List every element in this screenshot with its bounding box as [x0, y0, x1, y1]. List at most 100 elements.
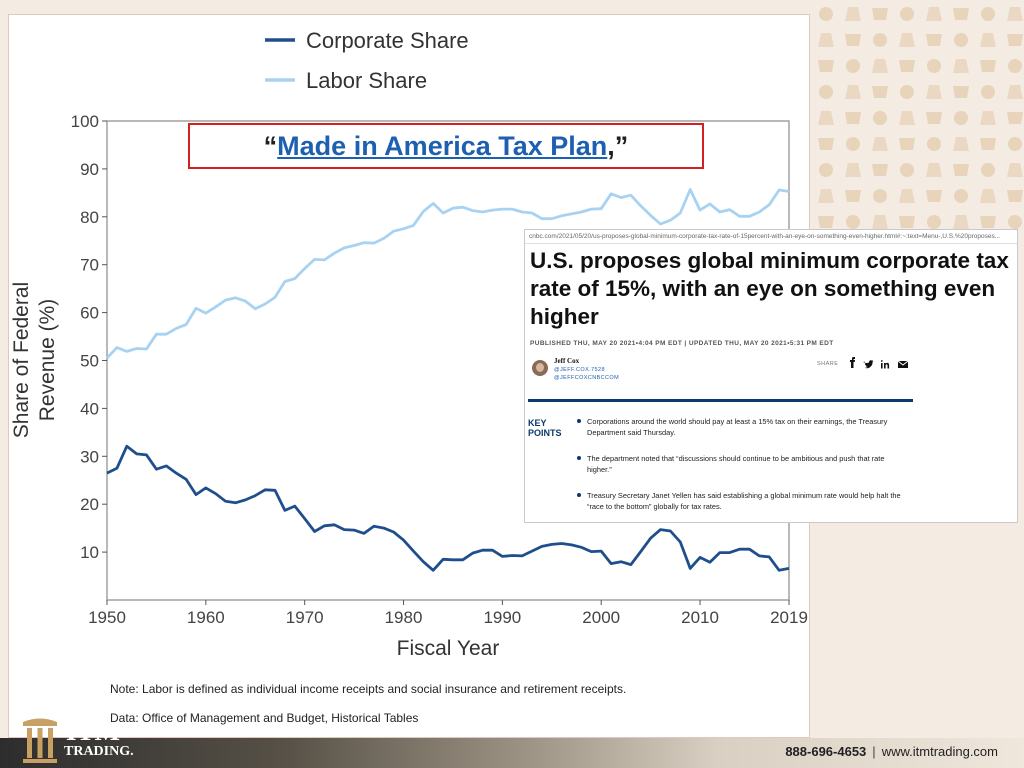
- pattern-bar: [953, 215, 969, 229]
- contact-separator: |: [872, 744, 876, 759]
- legend-label-corporate: Corporate Share: [306, 28, 469, 53]
- headline-close-quote: ,”: [607, 131, 629, 161]
- pattern-bar: [818, 33, 834, 47]
- pattern-dot: [819, 163, 833, 177]
- x-tick-label: 2010: [681, 608, 719, 627]
- author-name[interactable]: Jeff Cox: [554, 357, 580, 365]
- y-axis-ticks: 10 20 30 40 50 60 70 80 90 100: [71, 112, 107, 562]
- tax-plan-headline: “Made in America Tax Plan,”: [188, 123, 704, 169]
- pattern-bar: [980, 33, 996, 47]
- x-tick-label: 1980: [385, 608, 423, 627]
- y-tick-label: 60: [80, 304, 99, 323]
- pattern-dot: [981, 85, 995, 99]
- pattern-bar: [899, 216, 915, 228]
- y-tick-label: 30: [80, 447, 99, 466]
- pattern-bar: [926, 85, 942, 99]
- pattern-bar: [980, 60, 996, 72]
- author-handle-facebook[interactable]: @JEFF.COX.7528: [554, 367, 605, 373]
- x-tick-label: 2000: [582, 608, 620, 627]
- y-axis-label-line-2: Revenue (%): [36, 299, 59, 422]
- pattern-dot: [900, 85, 914, 99]
- pattern-bar: [980, 189, 996, 203]
- background-pattern: [818, 7, 1023, 229]
- pattern-dot: [819, 7, 833, 21]
- pattern-dot: [954, 33, 968, 47]
- pattern-bar: [845, 7, 861, 21]
- pattern-bar: [953, 137, 969, 151]
- article-dates: PUBLISHED THU, MAY 20 2021•4:04 PM EDT |…: [530, 340, 834, 347]
- x-tick-label: 1950: [88, 608, 126, 627]
- pattern-bar: [1007, 190, 1023, 202]
- corporate-share-line: [106, 444, 790, 572]
- author-handle-twitter[interactable]: @JEFFCOXCNBCCOM: [554, 375, 620, 381]
- website-link[interactable]: www.itmtrading.com: [881, 744, 998, 759]
- series-layer: [105, 188, 790, 572]
- share-label: SHARE: [817, 361, 839, 367]
- pattern-bar: [953, 59, 969, 73]
- y-tick-label: 50: [80, 352, 99, 371]
- pattern-bar: [899, 111, 915, 125]
- pattern-bar: [899, 33, 915, 47]
- pattern-dot: [954, 189, 968, 203]
- pattern-bar: [980, 216, 996, 228]
- y-axis-label: Share of Federal Revenue (%): [10, 282, 59, 438]
- chart-note: Note: Labor is defined as individual inc…: [110, 682, 626, 696]
- y-axis-label-line-1: Share of Federal: [10, 282, 33, 438]
- x-axis-label: Fiscal Year: [397, 637, 500, 660]
- phone-number[interactable]: 888-696-4653: [785, 744, 867, 759]
- pattern-dot: [927, 215, 941, 229]
- pattern-bar: [845, 112, 861, 124]
- pattern-bar: [926, 163, 942, 177]
- pattern-bar: [1007, 34, 1023, 46]
- pattern-dot: [1008, 215, 1022, 229]
- pattern-bar: [818, 111, 834, 125]
- article-url[interactable]: cnbc.com/2021/05/20/us-proposes-global-m…: [529, 233, 1001, 240]
- email-icon[interactable]: [897, 360, 909, 368]
- linkedin-icon[interactable]: [880, 360, 890, 369]
- key-points-list: Corporations around the world should pay…: [577, 416, 907, 522]
- pattern-dot: [846, 137, 860, 151]
- pattern-bar: [872, 8, 888, 20]
- pattern-bar: [845, 163, 861, 177]
- line-chart: Corporate Share Labor Share 10 20 30 40 50 60…: [10, 28, 808, 725]
- y-tick-label: 100: [71, 112, 99, 131]
- pattern-dot: [873, 189, 887, 203]
- y-tick-label: 10: [80, 543, 99, 562]
- pattern-bar: [926, 190, 942, 202]
- y-tick-label: 70: [80, 256, 99, 275]
- y-tick-label: 90: [80, 160, 99, 179]
- pattern-bar: [872, 137, 888, 151]
- pattern-bar: [872, 215, 888, 229]
- footer-bar: [0, 738, 1024, 768]
- pattern-bar: [953, 164, 969, 176]
- pattern-bar: [872, 59, 888, 73]
- key-point: Treasury Secretary Janet Yellen has said…: [577, 490, 907, 512]
- twitter-icon[interactable]: [863, 360, 874, 369]
- pattern-dot: [900, 7, 914, 21]
- pattern-bar: [872, 86, 888, 98]
- pattern-bar: [1007, 85, 1023, 99]
- facebook-icon[interactable]: [850, 357, 855, 368]
- x-tick-label: 1960: [187, 608, 225, 627]
- pattern-bar: [899, 60, 915, 72]
- pattern-bar: [953, 8, 969, 20]
- url-divider: [525, 243, 1017, 244]
- pattern-dot: [954, 111, 968, 125]
- pattern-bar: [926, 112, 942, 124]
- key-point: The department noted that “discussions s…: [577, 453, 907, 475]
- made-in-america-tax-plan-link[interactable]: Made in America Tax Plan: [277, 131, 608, 161]
- itm-trading-logo[interactable]: ITM TRADING.: [20, 716, 140, 768]
- pattern-bar: [899, 189, 915, 203]
- pattern-dot: [981, 7, 995, 21]
- logo-brand-text: ITM: [66, 716, 120, 746]
- share-icons: [850, 357, 909, 369]
- article-divider: [528, 399, 913, 402]
- y-tick-label: 20: [80, 495, 99, 514]
- pattern-bar: [845, 34, 861, 46]
- x-tick-label: 1990: [483, 608, 521, 627]
- key-points-label: KEY POINTS: [528, 418, 562, 438]
- pattern-bar: [845, 85, 861, 99]
- pattern-dot: [981, 163, 995, 177]
- pattern-bar: [872, 164, 888, 176]
- pattern-dot: [873, 33, 887, 47]
